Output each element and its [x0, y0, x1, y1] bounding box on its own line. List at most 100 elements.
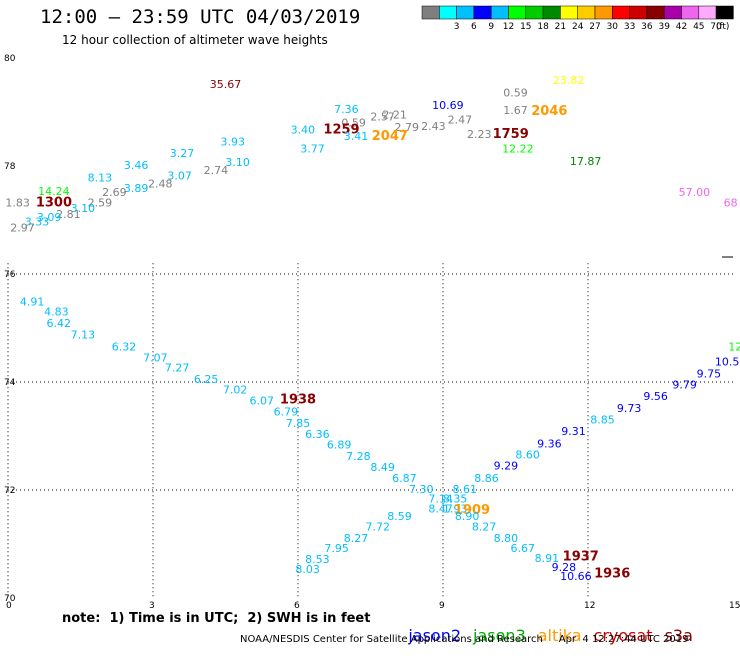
wave-height-label: 9.79 [672, 378, 697, 391]
wave-height-label: 2.43 [421, 120, 446, 133]
satellite-s3a: s3a [664, 626, 693, 645]
wave-height-label: 3.93 [221, 135, 246, 148]
wave-height-label: 8.13 [88, 172, 113, 185]
x-tick-label: 6 [294, 601, 300, 611]
wave-height-label: 3.07 [167, 170, 192, 183]
satellite-cryosat: cryosat [593, 626, 653, 645]
colorbar-swatch [577, 5, 596, 20]
wave-height-label: 6.32 [112, 341, 137, 354]
wave-height-label: 7.07 [143, 351, 168, 364]
wave-height-label: 35.67 [210, 78, 242, 91]
wave-height-label: 3.41 [344, 130, 369, 143]
colorbar-tick-label: 3 [454, 22, 460, 32]
wave-height-label: 2.21 [382, 108, 407, 121]
wave-height-label: 7.27 [165, 362, 190, 375]
wave-height-label: 0.59 [341, 117, 366, 130]
colorbar-tick-label: 27 [589, 22, 600, 32]
wave-height-label: 3.27 [170, 147, 195, 160]
wave-height-label: 9.29 [494, 459, 519, 472]
wave-height-label: 1.67 [503, 104, 528, 117]
wave-height-label: 6.79 [274, 405, 299, 418]
wave-height-label: 1259 [323, 123, 359, 138]
colorbar-swatch [456, 5, 475, 20]
colorbar-tick-label: 33 [624, 22, 635, 32]
satellite-altika: altika [537, 626, 582, 645]
wave-height-label: 8.85 [590, 414, 615, 427]
colorbar-swatch [542, 5, 561, 20]
wave-height-label: 8.53 [305, 553, 330, 566]
wave-height-label: 8.47 [428, 503, 453, 516]
wave-height-label: 9.73 [617, 402, 642, 415]
colorbar-tick-label: 39 [658, 22, 670, 32]
wave-height-label: 3.46 [124, 159, 149, 172]
y-tick-label: 76 [4, 270, 16, 280]
wave-height-label: 2.74 [204, 164, 229, 177]
wave-height-label: 8.59 [387, 510, 412, 523]
wave-height-label: 9.31 [561, 425, 586, 438]
wave-height-label: 3.10 [71, 202, 96, 215]
wave-height-label: 6.67 [511, 542, 536, 555]
wave-height-label: 7.72 [366, 521, 391, 534]
wave-height-label: 1937 [563, 550, 599, 565]
wave-height-label: 10.66 [560, 570, 592, 583]
colorbar-tick-label: 42 [676, 22, 687, 32]
map-grid [7, 256, 733, 598]
wave-height-label: 1909 [454, 503, 490, 518]
wave-height-label: 12 [728, 341, 740, 354]
wave-height-label: 2.23 [467, 128, 492, 141]
colorbar-tick-label: 21 [555, 22, 566, 32]
footnote: note: 1) Time is in UTC; 2) SWH is in fe… [62, 611, 371, 626]
wave-height-label: 8.27 [344, 532, 369, 545]
colorbar-legend: 3 6 9 12 15 18 21 24 27 30 33 36 39 42 45 70(ft) [421, 5, 734, 32]
wave-height-label: 7.36 [334, 103, 359, 116]
page-title: 12:00 — 23:59 UTC 04/03/2019 [40, 6, 361, 28]
x-tick-label: 15 [729, 601, 740, 611]
y-tick-label: 70 [4, 594, 16, 604]
x-tick-label: 12 [584, 601, 595, 611]
colorbar-swatch [594, 5, 613, 20]
wave-height-label: 3.33 [25, 215, 50, 228]
colorbar-tick-label: 24 [572, 22, 584, 32]
y-tick-label: 78 [4, 162, 16, 172]
colorbar-swatch [715, 5, 734, 20]
colorbar-swatch [560, 5, 578, 20]
wave-height-label: 8.86 [474, 472, 499, 485]
wave-height-label: 8.61 [453, 483, 478, 496]
wave-height-label: 3.89 [124, 182, 149, 195]
wave-height-label: 9.36 [537, 437, 562, 450]
wave-height-label: 12.22 [502, 143, 534, 156]
wave-height-label: 2.57 [370, 111, 395, 124]
y-tick-label: 72 [4, 486, 15, 496]
axis-ticks: 80 78 76 74 72 700 3 6 9 12 15 [4, 54, 740, 611]
wave-height-label: 9.75 [697, 368, 722, 381]
y-tick-label: 74 [4, 378, 16, 388]
wave-height-label: 8.35 [443, 492, 468, 505]
wave-height-label: 8.60 [515, 449, 540, 462]
wave-height-label: 6.42 [47, 317, 72, 330]
wave-height-label: 8.91 [535, 552, 560, 565]
satellite-legend: jason2 jason3 altika cryosat s3a [388, 607, 705, 664]
colorbar-swatch [681, 5, 700, 20]
wave-height-label: 1938 [280, 393, 316, 408]
wave-height-label: 9.28 [552, 561, 577, 574]
colorbar-swatch [698, 5, 717, 20]
wave-height-label: 14.24 [38, 185, 70, 198]
wave-height-label: 1936 [594, 566, 630, 581]
colorbar-swatch [508, 5, 527, 20]
wave-height-label: 7.30 [409, 483, 434, 496]
colorbar-swatch [473, 5, 492, 20]
wave-height-label: 17.87 [570, 155, 602, 168]
colorbar-tick-label: 9 [488, 22, 494, 32]
x-tick-label: 3 [149, 601, 155, 611]
wave-height-label: 6.89 [327, 438, 352, 451]
wave-height-label: 2.48 [148, 178, 173, 191]
colorbar-tick-label: 12 [503, 22, 514, 32]
page-subtitle: 12 hour collection of altimeter wave hei… [62, 33, 328, 47]
colorbar-tick-label: 6 [471, 22, 477, 32]
wave-height-label: 6.25 [194, 373, 219, 386]
colorbar-swatch [439, 5, 457, 20]
wave-height-label: 6.36 [305, 428, 330, 441]
wave-height-label: 68 [724, 197, 738, 210]
wave-height-label: 10.56 [715, 355, 740, 368]
y-tick-label: 80 [4, 54, 16, 64]
